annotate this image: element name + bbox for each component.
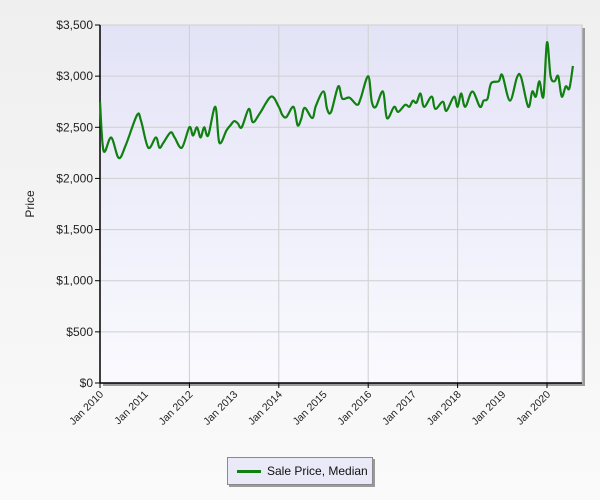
x-tick-label: Jan 2016 [335, 389, 374, 428]
y-tick-label: $500 [66, 325, 93, 339]
x-tick-label: Jan 2014 [246, 389, 285, 428]
plot-area [99, 24, 583, 384]
x-tick-label: Jan 2017 [380, 389, 419, 428]
y-axis-title: Price [23, 190, 37, 218]
gridlines [100, 24, 582, 383]
x-tick-label: Jan 2015 [291, 389, 330, 428]
y-tick-label: $3,000 [56, 69, 93, 83]
legend-line-icon [237, 469, 261, 473]
x-tick-label: Jan 2013 [201, 389, 240, 428]
x-tick-label: Jan 2020 [514, 389, 553, 428]
x-tick-label: Jan 2011 [112, 389, 151, 428]
series-line-sale-price-median [98, 41, 575, 160]
y-tick-label: $2,000 [56, 171, 93, 185]
y-tick-label: $0 [80, 376, 94, 390]
y-axis: $0 $500 $1,000 $1,500 $2,000 $2,500 $3,000 $3,5… [56, 18, 101, 390]
legend: Sale Price, Median [227, 457, 373, 485]
legend-label: Sale Price, Median [267, 464, 368, 478]
x-tick-label: Jan 2012 [156, 389, 195, 428]
y-tick-label: $1,500 [56, 223, 93, 237]
x-tick-label: Jan 2018 [425, 389, 464, 428]
x-axis: Jan 2010 Jan 2011 Jan 2012 Jan 2013 Jan 2014… [67, 382, 582, 428]
x-tick-label: Jan 2010 [67, 389, 106, 428]
x-tick-label: Jan 2019 [469, 389, 508, 428]
y-tick-label: $1,000 [56, 274, 93, 288]
y-tick-label: $3,500 [56, 18, 93, 32]
y-tick-label: $2,500 [56, 120, 93, 134]
